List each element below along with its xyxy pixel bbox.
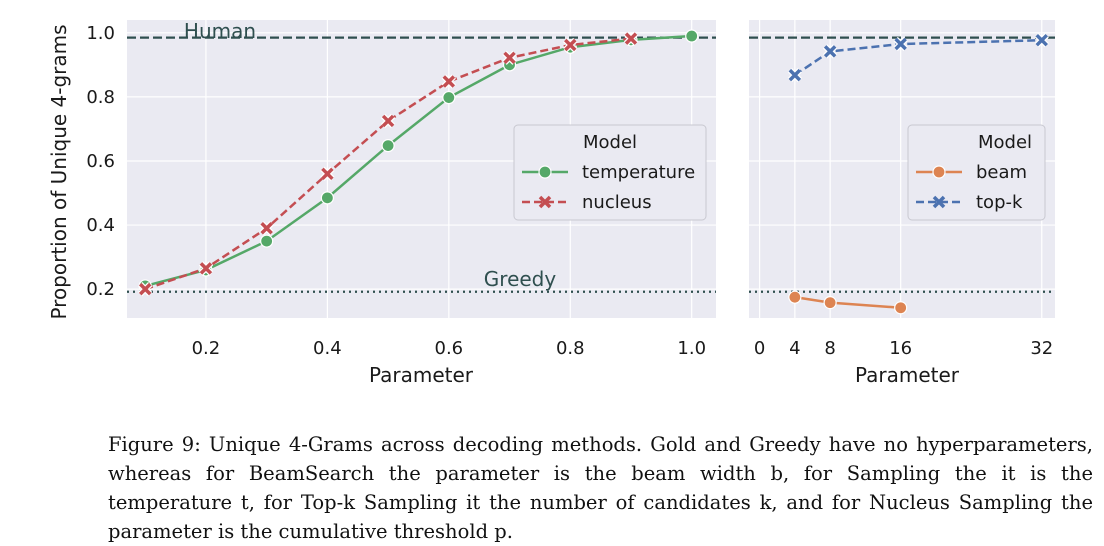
legend-nucleus-label: nucleus — [582, 192, 652, 213]
legend-beam-label: beam — [976, 162, 1027, 183]
left-x-tick-label: 0.6 — [435, 338, 464, 359]
right-x-tick-label: 32 — [1030, 338, 1053, 359]
data-point-nucleus — [259, 221, 274, 236]
left-x-tick-label: 0.8 — [556, 338, 585, 359]
y-tick-label: 1.0 — [86, 23, 115, 44]
right-panel: 0 4 8 16 32 Parameter Model beam top-k — [749, 20, 1055, 387]
legend-temperature-marker — [538, 165, 552, 179]
data-point-top-k — [1034, 33, 1049, 48]
legend-temperature-label: temperature — [582, 162, 695, 183]
data-point-temperature — [685, 29, 699, 43]
right-x-tick-label: 16 — [889, 338, 912, 359]
data-point-top-k — [823, 44, 838, 59]
series-line-nucleus — [144, 37, 632, 291]
data-point-temperature — [260, 234, 274, 248]
data-point-nucleus — [380, 113, 396, 129]
left-x-tick-label: 0.4 — [313, 338, 342, 359]
y-tick-label: 0.6 — [86, 151, 115, 172]
legend-top-k-marker — [932, 195, 946, 209]
data-point-beam — [788, 290, 802, 304]
data-point-beam — [823, 296, 837, 310]
left-panel: Human Greedy 0.2 0.4 0.6 0.8 1.0 0.2 0.4 0.6 0.… — [47, 19, 716, 387]
data-point-nucleus — [198, 261, 214, 276]
right-x-tick-label: 0 — [754, 338, 765, 359]
y-tick-label: 0.4 — [86, 215, 115, 236]
y-axis-label: Proportion of Unique 4-grams — [47, 24, 71, 319]
right-x-tick-label: 4 — [789, 338, 800, 359]
legend-top-k-label: top-k — [976, 192, 1023, 213]
legend-beam-marker — [932, 165, 946, 179]
human-label: Human — [184, 19, 256, 43]
y-tick-label: 0.8 — [86, 87, 115, 108]
left-x-tick-label: 0.2 — [192, 338, 221, 359]
series-line-temperature — [144, 34, 692, 288]
data-point-beam — [894, 301, 908, 315]
data-point-top-k — [787, 67, 802, 83]
data-point-nucleus — [320, 166, 335, 181]
right-x-axis-label: Parameter — [855, 363, 960, 387]
left-x-tick-label: 1.0 — [677, 338, 706, 359]
right-legend: Model beam top-k — [907, 124, 1046, 221]
figure: Human Greedy 0.2 0.4 0.6 0.8 1.0 0.2 0.4 0.6 0.… — [47, 19, 1055, 387]
data-point-temperature — [442, 90, 456, 105]
data-point-nucleus — [441, 74, 456, 89]
left-legend-title: Model — [583, 132, 637, 153]
data-point-temperature — [320, 191, 334, 205]
data-point-nucleus — [138, 282, 153, 297]
figure-caption: Figure 9: Unique 4-Grams across decoding… — [108, 433, 1093, 543]
right-x-tick-label: 8 — [824, 338, 835, 359]
y-tick-label: 0.2 — [86, 279, 115, 300]
data-point-top-k — [893, 36, 908, 52]
left-legend: Model temperature nucleus — [513, 124, 707, 221]
data-point-nucleus — [623, 31, 639, 46]
data-point-temperature — [381, 139, 395, 153]
left-x-axis-label: Parameter — [369, 363, 474, 387]
data-point-nucleus — [563, 37, 578, 53]
series-line-top-k — [794, 38, 1042, 77]
data-point-nucleus — [502, 50, 517, 65]
legend-nucleus-marker — [538, 195, 552, 209]
right-legend-title: Model — [978, 132, 1032, 153]
greedy-label: Greedy — [484, 267, 557, 291]
